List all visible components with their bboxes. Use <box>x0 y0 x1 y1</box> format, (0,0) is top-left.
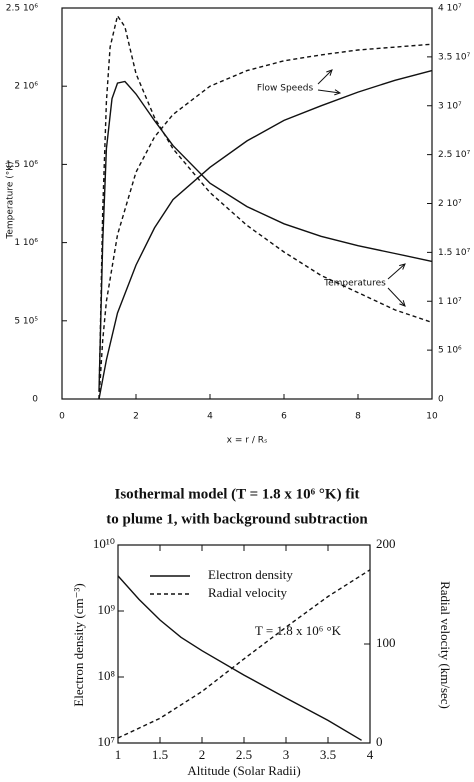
y2-tick-label: 2 10⁷ <box>438 199 462 209</box>
y-tick-label: 10⁹ <box>97 602 115 617</box>
y-tick-label: 2 10⁶ <box>14 82 38 92</box>
y2-tick-label: 200 <box>376 536 396 551</box>
plot-frame <box>61 7 433 400</box>
x-tick-label: 4 <box>207 412 213 422</box>
series-line <box>117 575 362 741</box>
x-tick-label: 0 <box>59 412 65 422</box>
x-tick-label: 2 <box>199 747 206 762</box>
annotation: Flow Speeds <box>257 84 314 94</box>
x-tick-label: 1.5 <box>152 747 168 762</box>
series-line <box>98 14 433 400</box>
annotation-arrow <box>317 89 341 94</box>
annotation-arrow <box>317 69 333 85</box>
chart: 1 1.5 2 2.5 3 3.5 4 10⁷ 10⁸ 10⁹ 10¹⁰ 0 100 200 Altitud… <box>71 486 453 778</box>
series-line <box>98 43 433 400</box>
y2-axis-label: Radial velocity (km/sec) <box>438 581 453 709</box>
annotation: Temperatures <box>323 279 386 289</box>
y-tick-label: 2.5 10⁶ <box>6 4 39 14</box>
x-axis-label: x = r / Rₛ <box>227 436 268 446</box>
y2-tick-label: 3.5 10⁷ <box>438 52 471 62</box>
y-axis-label: Temperature (°K) <box>6 161 16 239</box>
y-tick-label: 10⁸ <box>97 668 115 683</box>
y-tick-label: 10¹⁰ <box>93 536 115 551</box>
x-tick-label: 4 <box>367 747 374 762</box>
annotation-arrow <box>387 263 406 280</box>
annotation-arrowhead <box>326 69 333 76</box>
y-axis-label: Electron density (cm⁻³) <box>71 583 86 706</box>
y-tick-label: 1.5 10⁶ <box>6 160 39 170</box>
y2-tick-label: 1.5 10⁷ <box>438 248 471 258</box>
chart-title: to plume 1, with background subtraction <box>106 511 368 527</box>
y2-tick-label: 4 10⁷ <box>438 4 462 14</box>
y-tick-label: 0 <box>32 395 38 405</box>
legend-label: Electron density <box>208 567 293 582</box>
y2-tick-label: 2.5 10⁷ <box>438 150 471 160</box>
y2-tick-label: 0 <box>438 395 444 405</box>
annotation-arrowhead <box>399 300 406 307</box>
x-tick-label: 8 <box>355 412 361 422</box>
y2-tick-label: 3 10⁷ <box>438 101 462 111</box>
x-tick-label: 2.5 <box>236 747 252 762</box>
series-line <box>98 80 433 392</box>
x-tick-label: 6 <box>281 412 287 422</box>
x-tick-label: 10 <box>426 412 438 422</box>
annotation: T = 1.8 x 10⁶ °K <box>255 623 342 638</box>
annotation-arrowhead <box>334 89 342 96</box>
y-tick-label: 10⁷ <box>97 734 115 749</box>
legend-label: Radial velocity <box>208 585 288 600</box>
chart-title: Isothermal model (T = 1.8 x 10⁶ °K) fit <box>115 486 360 502</box>
y-tick-label: 5 10⁵ <box>14 316 38 326</box>
y2-tick-label: 5 10⁶ <box>438 346 462 356</box>
x-tick-label: 1 <box>115 747 122 762</box>
annotation-arrow <box>387 287 406 307</box>
x-axis-label: Altitude (Solar Radii) <box>187 763 300 778</box>
y2-tick-label: 0 <box>376 734 383 749</box>
y2-tick-label: 1 10⁷ <box>438 297 462 307</box>
x-tick-label: 3 <box>283 747 290 762</box>
series-line <box>117 569 371 739</box>
y-tick-label: 1 10⁶ <box>14 238 38 248</box>
x-tick-label: 3.5 <box>320 747 336 762</box>
y2-tick-label: 100 <box>376 635 396 650</box>
annotation-arrowhead <box>399 263 406 270</box>
x-tick-label: 2 <box>133 412 139 422</box>
series-line <box>98 69 433 400</box>
